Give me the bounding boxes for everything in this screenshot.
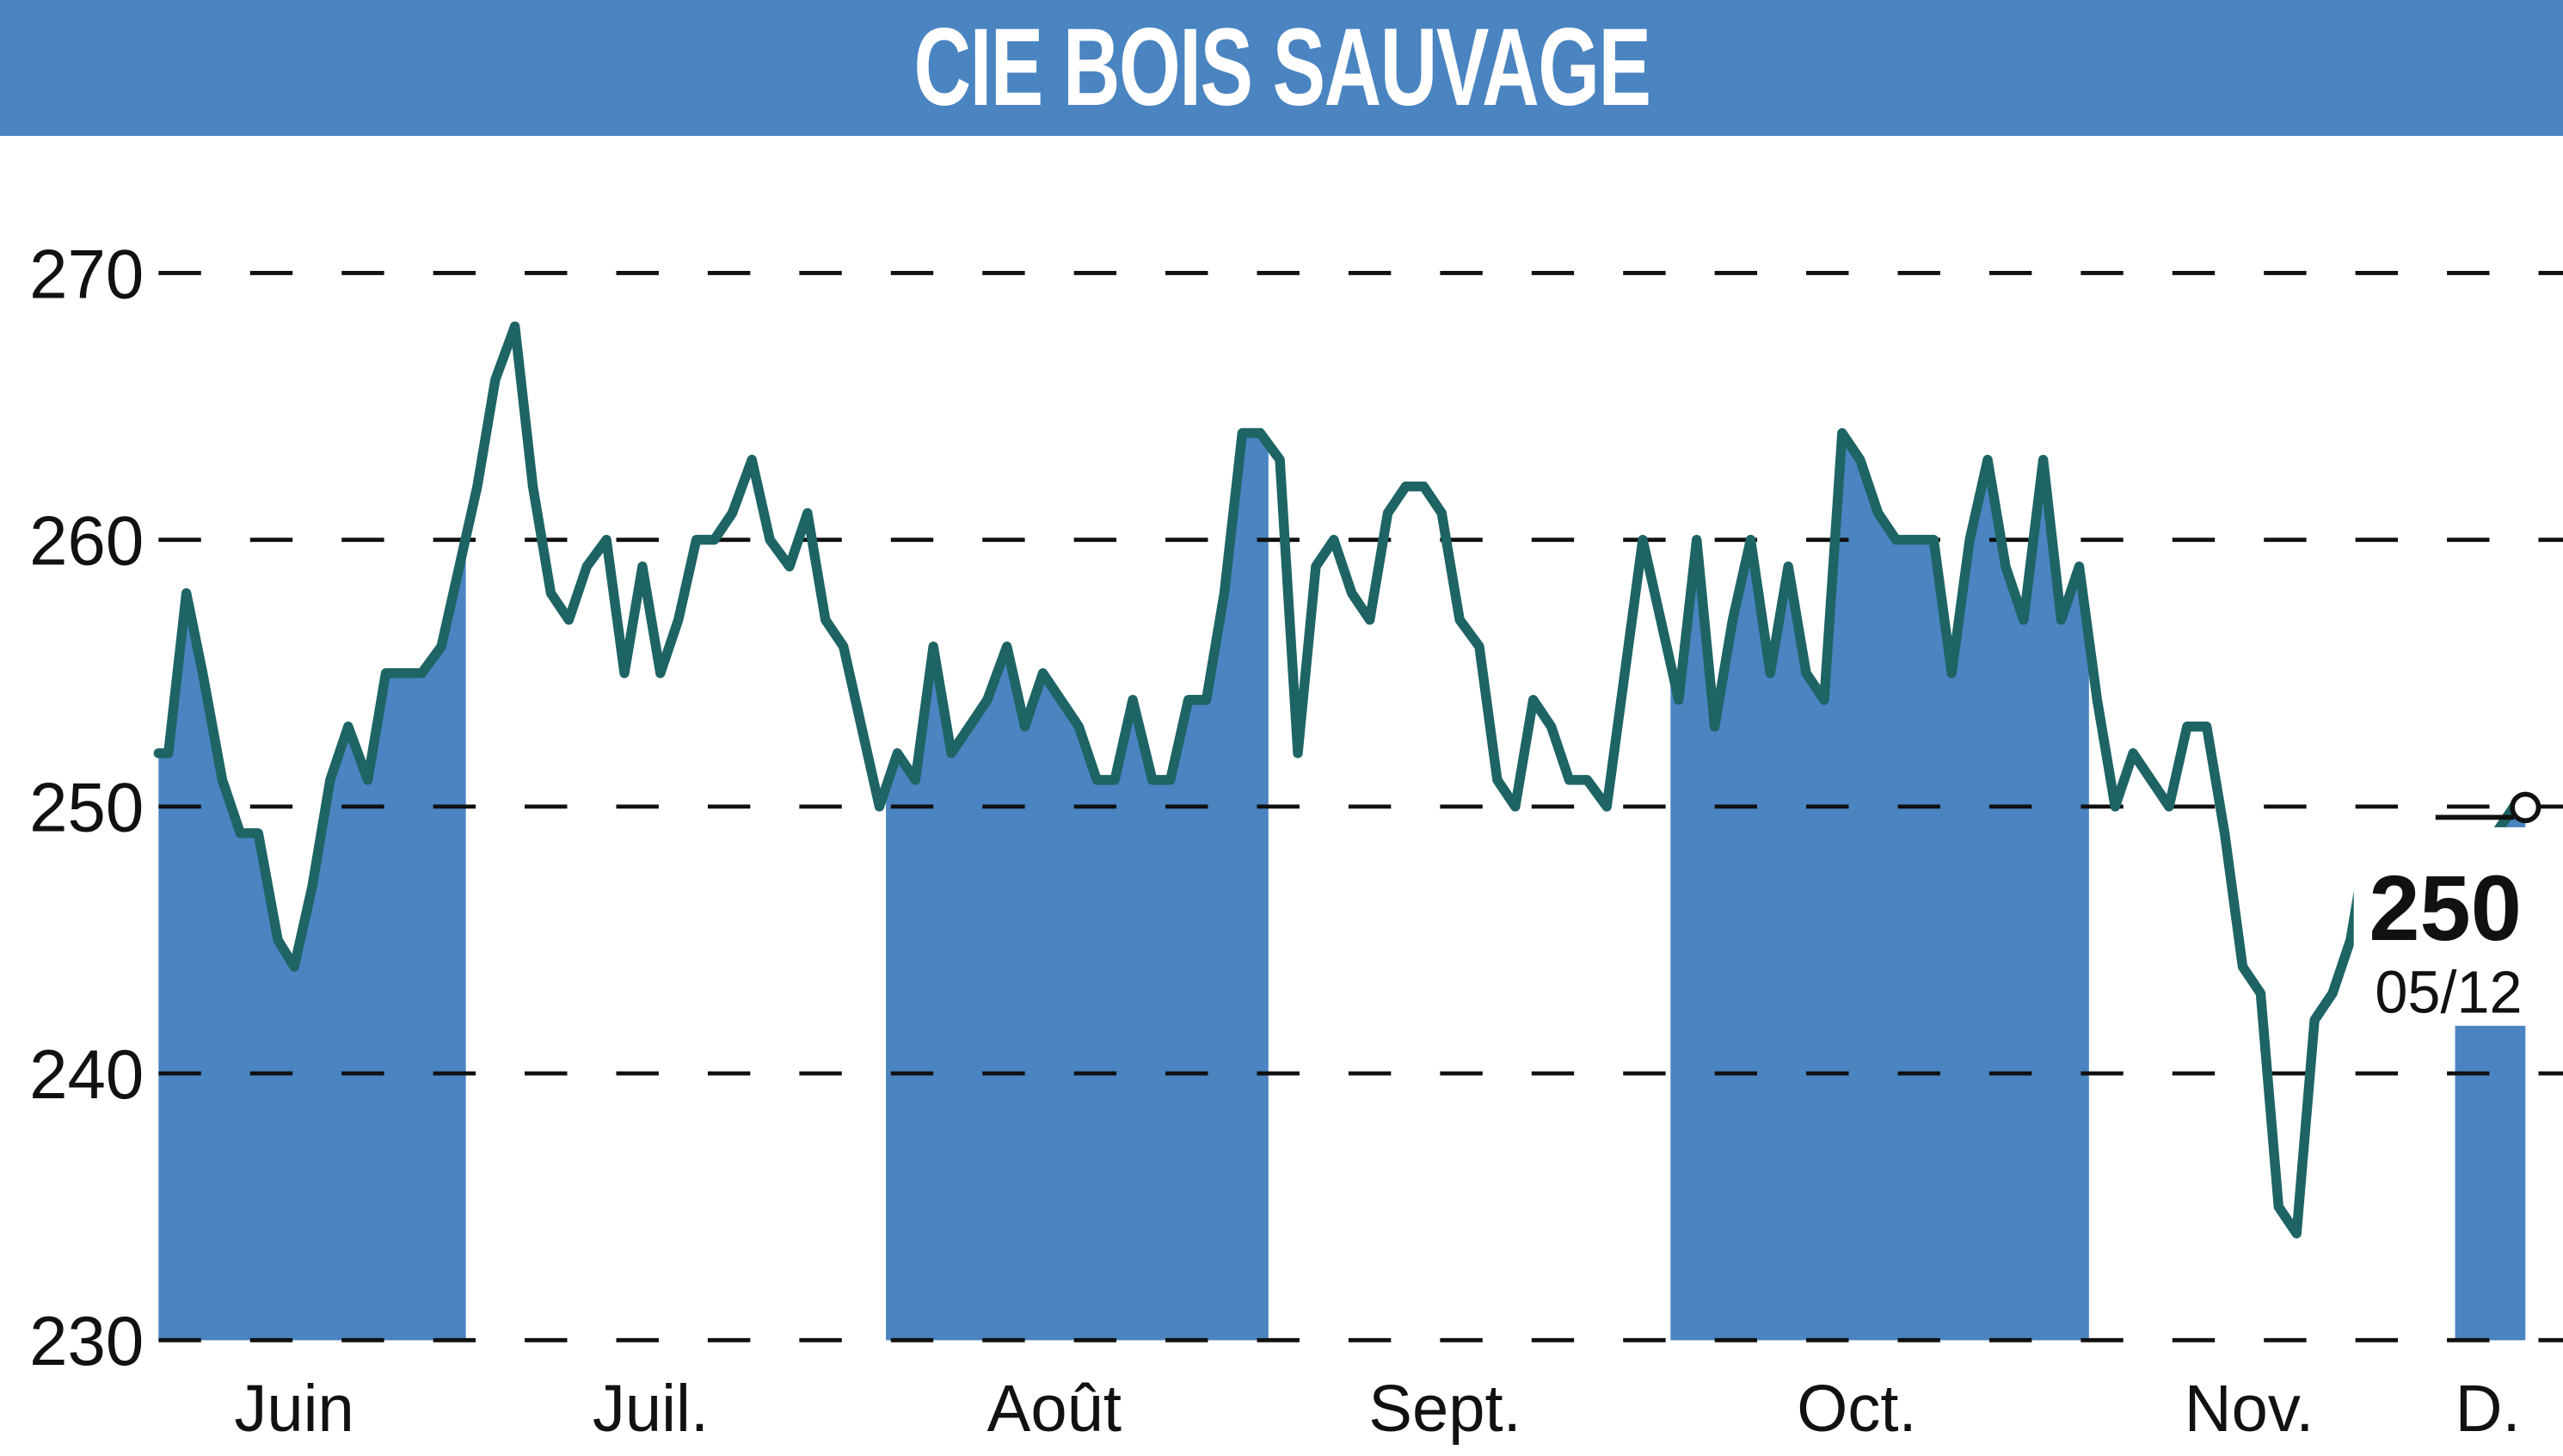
last-value: 250 — [2369, 856, 2522, 960]
x-tick-label: Nov. — [2185, 1373, 2314, 1447]
x-tick-label: D. — [2455, 1373, 2521, 1447]
last-point-marker-icon — [2510, 791, 2541, 824]
title-bar: CIE BOIS SAUVAGE — [0, 0, 2563, 136]
x-tick-label: Juin — [234, 1373, 353, 1447]
last-value-annotation: 250 05/12 — [2353, 791, 2541, 1026]
y-axis-labels: 230 240 250 260 270 — [29, 236, 144, 1380]
y-tick-label: 240 — [29, 1036, 144, 1115]
x-tick-label: Juil. — [593, 1373, 709, 1447]
x-tick-label: Août — [987, 1373, 1122, 1447]
y-tick-label: 270 — [29, 236, 144, 314]
month-band-août — [886, 433, 1269, 1341]
y-tick-label: 260 — [29, 502, 144, 581]
y-tick-label: 250 — [29, 769, 144, 847]
x-axis-labels: Juin Juil. Août Sept. Oct. Nov. D. — [234, 1373, 2520, 1447]
x-tick-label: Sept. — [1368, 1373, 1521, 1447]
chart-title: CIE BOIS SAUVAGE — [913, 6, 1650, 129]
month-band-juin — [158, 537, 466, 1341]
y-tick-label: 230 — [29, 1303, 144, 1381]
last-date: 05/12 — [2375, 959, 2522, 1025]
gridlines — [158, 271, 2563, 1342]
x-tick-label: Oct. — [1797, 1373, 1916, 1447]
price-line — [153, 321, 2530, 1239]
